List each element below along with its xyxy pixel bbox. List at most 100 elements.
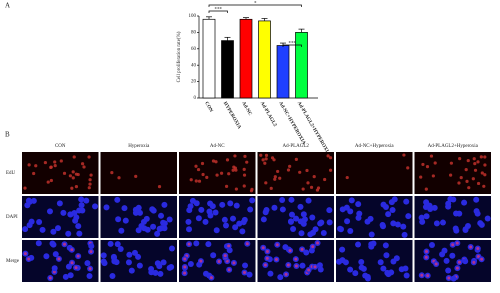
nucleus: [233, 202, 240, 209]
cell: [449, 161, 454, 165]
cell: [326, 154, 330, 158]
nucleus: [241, 216, 248, 223]
nucleus: [78, 202, 85, 209]
cell: [406, 166, 410, 170]
nucleus: [198, 206, 205, 213]
significance-bracket: [208, 4, 302, 7]
nucleus: [299, 262, 306, 269]
nucleus: [456, 210, 463, 217]
cell: [243, 154, 247, 158]
nucleus: [186, 226, 193, 233]
nucleus: [326, 207, 333, 214]
bar: [202, 18, 216, 99]
cell: [71, 170, 75, 174]
nucleus: [367, 215, 374, 222]
nucleus: [450, 275, 457, 282]
micrograph: [22, 240, 99, 282]
cell: [76, 172, 80, 177]
micrograph: [414, 240, 491, 282]
cell: [219, 171, 224, 175]
nucleus: [168, 245, 175, 252]
nucleus: [355, 241, 362, 248]
cell: [196, 167, 201, 172]
cell: [217, 260, 221, 264]
cell: [70, 261, 74, 265]
nucleus: [388, 199, 395, 206]
nucleus: [267, 270, 274, 277]
cell: [420, 273, 424, 277]
nucleus: [312, 226, 319, 233]
nucleus: [474, 210, 481, 217]
cell: [473, 168, 478, 172]
cell: [53, 160, 57, 164]
cell: [264, 181, 268, 185]
cell: [476, 181, 481, 186]
nucleus: [317, 266, 324, 273]
cell: [479, 155, 483, 159]
cell: [157, 184, 162, 189]
panel-label: A: [5, 2, 10, 10]
cell: [57, 257, 61, 261]
nucleus: [326, 219, 333, 226]
cell: [242, 173, 247, 177]
nucleus: [212, 209, 219, 216]
cell: [233, 154, 237, 158]
cell: [23, 252, 27, 256]
cell: [80, 162, 85, 166]
cell: [32, 171, 36, 176]
cell: [71, 176, 75, 180]
nucleus: [394, 221, 401, 228]
nucleus: [79, 207, 86, 214]
nucleus: [30, 197, 37, 204]
cell: [464, 168, 468, 172]
cell: [232, 261, 236, 265]
nucleus: [118, 227, 125, 234]
cell: [117, 176, 121, 180]
cell: [53, 164, 57, 168]
cell: [473, 162, 477, 166]
nucleus: [202, 218, 209, 225]
nucleus: [121, 205, 128, 212]
cell: [421, 162, 425, 167]
micrograph: [257, 196, 334, 238]
cell: [424, 187, 428, 191]
nucleus: [160, 259, 167, 266]
nucleus: [305, 197, 312, 204]
x-tick-label: HYPEROXIA: [222, 101, 242, 130]
nucleus: [298, 230, 305, 237]
nucleus: [122, 217, 129, 224]
micrograph: [257, 240, 334, 282]
nucleus: [449, 252, 456, 259]
cell: [449, 173, 453, 177]
nucleus: [445, 200, 452, 207]
nucleus: [230, 215, 237, 222]
column-label: Ad-PLAGL2: [283, 144, 310, 149]
nucleus: [355, 201, 362, 208]
cell: [284, 272, 288, 276]
cell: [27, 163, 31, 167]
nucleus: [297, 218, 304, 225]
nucleus: [247, 206, 254, 213]
cell: [264, 153, 269, 157]
cell: [245, 160, 249, 164]
column-label: Ad-NC+Hyperoxia: [355, 144, 394, 149]
cell: [265, 256, 269, 260]
row-label: EdU: [6, 171, 16, 176]
cell: [276, 169, 280, 174]
nucleus: [461, 199, 468, 206]
nucleus: [135, 204, 142, 211]
nucleus: [453, 227, 460, 234]
nucleus: [368, 231, 375, 238]
cell: [49, 165, 53, 169]
nucleus: [56, 200, 63, 207]
nucleus: [114, 196, 121, 203]
nucleus: [277, 274, 284, 281]
nucleus: [26, 222, 33, 229]
cell: [458, 157, 462, 161]
nucleus: [50, 241, 57, 248]
nucleus: [22, 226, 29, 233]
nucleus: [166, 216, 173, 223]
nucleus: [125, 259, 132, 266]
cell: [455, 241, 459, 245]
cell: [476, 254, 480, 258]
